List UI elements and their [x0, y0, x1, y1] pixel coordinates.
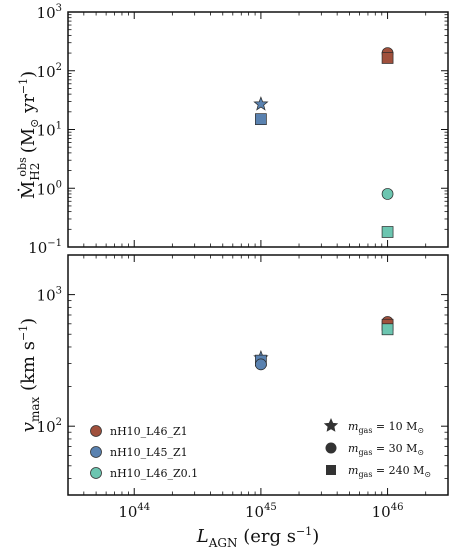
data-point-square — [381, 52, 394, 64]
legend-sim-item: nH10_L46_Z1 — [90, 425, 188, 438]
data-point-square — [381, 323, 394, 336]
legend-sim-marker — [90, 425, 102, 437]
data-point-square — [255, 113, 267, 126]
y-tick-label: 101 — [37, 121, 62, 140]
x-axis-label: LAGN (erg s−1) — [196, 525, 319, 550]
bottom-y-axis-label: vmax (km s−1) — [17, 318, 42, 432]
ticks-layer — [67, 11, 449, 496]
legend-mass: mgas = 10 M⊙ mgas = 30 M⊙ mgas = 240 M⊙ — [323, 418, 431, 479]
data-point-circle — [255, 358, 267, 371]
y-tick-label: 103 — [37, 286, 62, 305]
x-tick-label: 1044 — [118, 502, 150, 521]
legend-mass-label: mgas = 30 M⊙ — [348, 442, 424, 457]
legend-mass-item: mgas = 30 M⊙ — [325, 442, 424, 457]
legend-sim-item: nH10_L45_Z1 — [90, 446, 188, 459]
legend-simulations: nH10_L46_Z1 nH10_L45_Z1 nH10_L46_Z0.1 — [90, 425, 198, 480]
legend-circle-marker — [325, 442, 337, 454]
y-tick-label: 102 — [37, 417, 62, 436]
data-point-circle — [381, 188, 394, 200]
legend-star-marker — [323, 418, 339, 432]
legend-sim-label: nH10_L45_Z1 — [110, 446, 188, 459]
y-tick-label: 100 — [37, 179, 62, 198]
legend-sim-label: nH10_L46_Z0.1 — [110, 467, 198, 480]
legend-sim-item: nH10_L46_Z0.1 — [90, 467, 198, 480]
legend-mass-label: mgas = 240 M⊙ — [348, 464, 431, 479]
x-tick-label: 1046 — [372, 502, 404, 521]
points-layer — [253, 47, 394, 371]
top-panel-frame — [67, 11, 449, 248]
legend-sim-marker — [90, 446, 102, 458]
bottom-panel-frame — [67, 254, 449, 496]
top-y-axis-label: ṀH2obs(M⊙ yr−1) — [16, 71, 42, 199]
tick-labels-layer: 10−1 100 101 102 103 102 103 1044 1045 1046 — [28, 3, 403, 521]
legend-mass-label: mgas = 10 M⊙ — [348, 420, 424, 435]
y-tick-label: 102 — [37, 62, 62, 81]
x-tick-label: 1045 — [245, 502, 277, 521]
legend-sim-label: nH10_L46_Z1 — [110, 425, 188, 438]
y-tick-label: 103 — [37, 3, 62, 22]
data-point-star — [253, 96, 269, 111]
legend-mass-item: mgas = 240 M⊙ — [326, 464, 431, 479]
legend-mass-item: mgas = 10 M⊙ — [323, 418, 424, 435]
legend-square-marker — [326, 465, 336, 475]
data-point-square — [381, 226, 394, 238]
legend-sim-marker — [90, 467, 102, 479]
y-tick-label: 10−1 — [28, 238, 62, 257]
